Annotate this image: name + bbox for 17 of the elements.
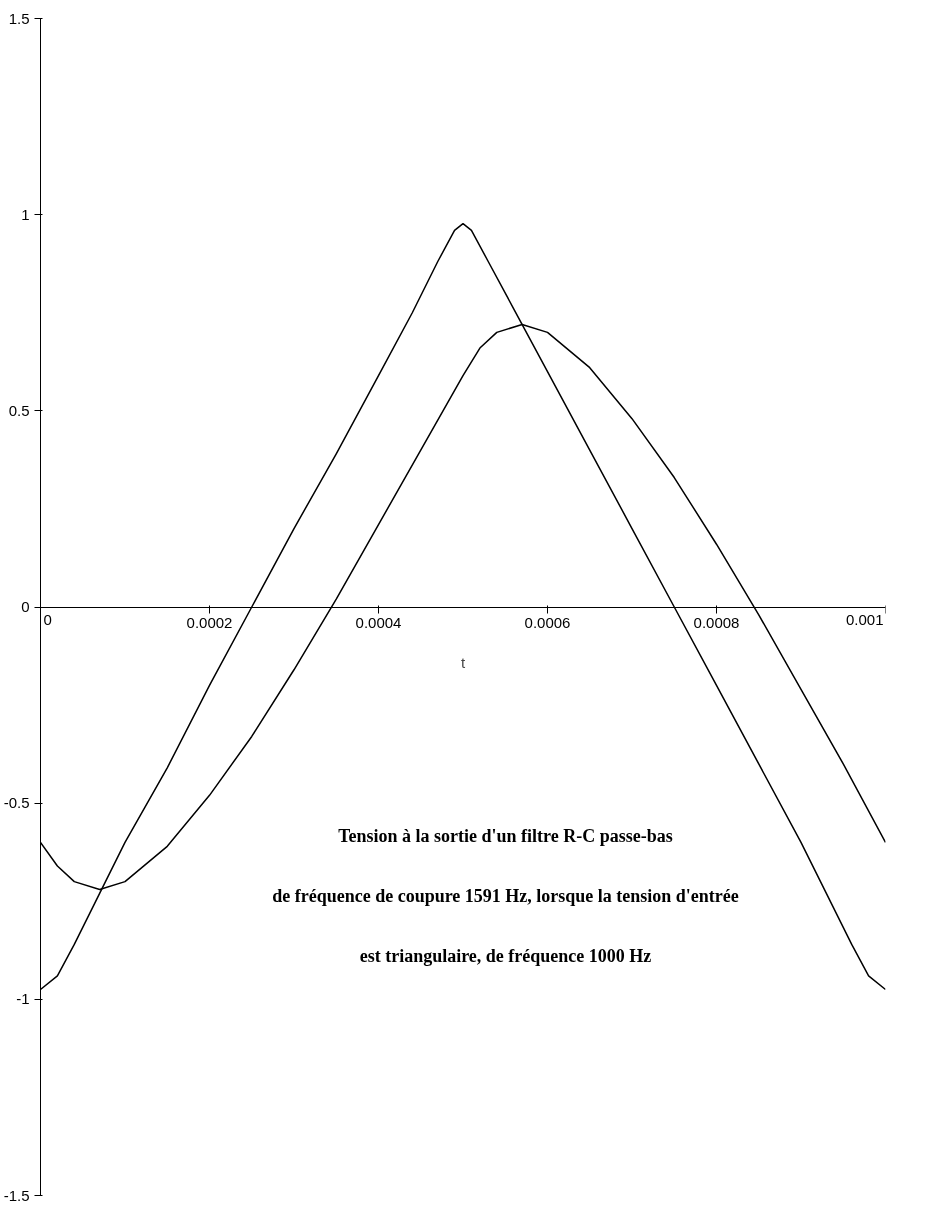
- y-tick-label: -1: [16, 990, 30, 1008]
- y-tick-label: -1.5: [3, 1186, 30, 1204]
- x-tick-label: 0.0004: [355, 614, 402, 631]
- y-tick-label: -0.5: [3, 794, 30, 812]
- annotation: Tension à la sortie d'un filtre R-C passe-bas: [338, 825, 673, 846]
- y-tick-label: 1: [21, 205, 30, 223]
- x-axis-title: t: [460, 653, 466, 671]
- x-tick-label: 0.0008: [693, 614, 740, 631]
- x-tick-label: 0.0002: [186, 614, 233, 631]
- x-tick-label: 0.0006: [524, 614, 571, 631]
- x-tick-label: 0: [43, 611, 52, 628]
- y-tick-label: 1.5: [8, 9, 30, 27]
- y-tick-label: 0: [21, 598, 30, 615]
- annotation: de fréquence de coupure 1591 Hz, lorsque la tension d'entrée: [272, 885, 739, 906]
- annotation: est triangulaire, de fréquence 1000 Hz: [359, 945, 652, 966]
- y-tick-label: 0.5: [8, 401, 30, 419]
- x-tick-label: 0.001: [845, 611, 884, 628]
